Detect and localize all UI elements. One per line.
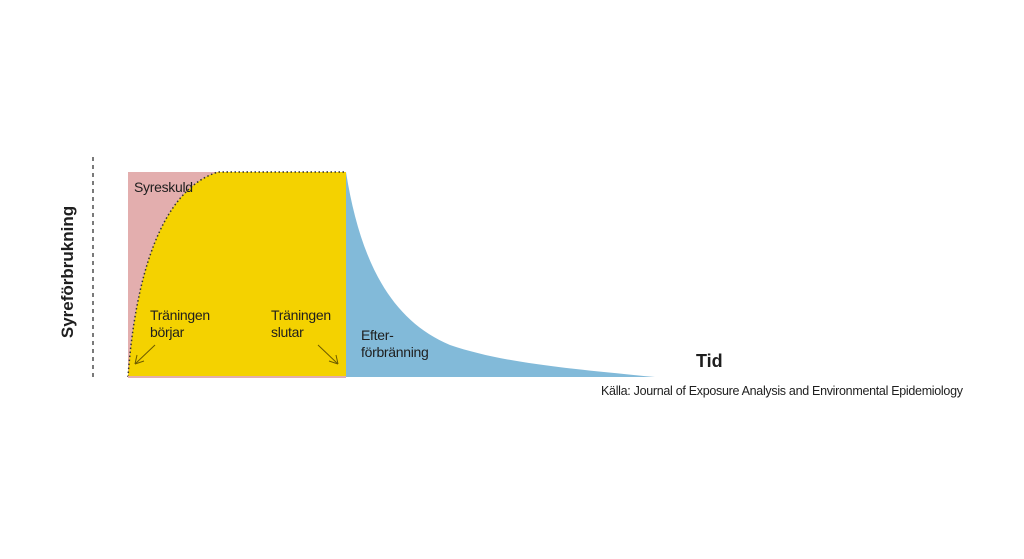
afterburn-line2: förbränning — [361, 344, 429, 360]
start-arrow-icon — [134, 344, 156, 365]
exercise-end-line2: slutar — [271, 324, 304, 340]
afterburn-label: Efter- förbränning — [361, 327, 429, 361]
exercise-start-line1: Träningen — [150, 307, 210, 323]
exercise-end-label: Träningen slutar — [271, 307, 331, 341]
exercise-start-label: Träningen börjar — [150, 307, 210, 341]
exercise-region — [128, 172, 346, 377]
x-axis-label: Tid — [696, 351, 723, 371]
source-note: Källa: Journal of Exposure Analysis and … — [601, 384, 963, 398]
y-axis-label: Syreförbrukning — [58, 205, 77, 339]
exercise-end-line1: Träningen — [271, 307, 331, 323]
end-arrow-icon — [317, 344, 339, 365]
oxygen-debt-label: Syreskuld — [134, 179, 193, 195]
afterburn-line1: Efter- — [361, 327, 394, 343]
afterburn-region — [346, 172, 655, 377]
exercise-start-line2: börjar — [150, 324, 184, 340]
